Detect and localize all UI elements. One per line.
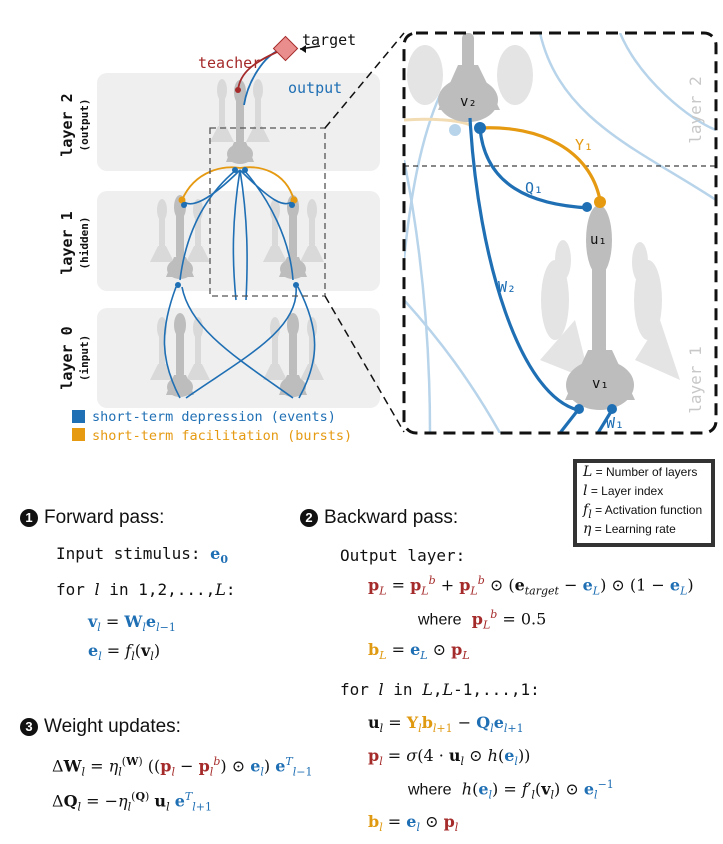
- forward-input-line: Input stimulus: e0: [56, 544, 228, 567]
- Q1-connection: [478, 127, 591, 210]
- v2-neuron: [438, 33, 500, 122]
- zoom-panel: v₂ layer 2 layer 1 u₁ v₁ Y₁ Q₁: [402, 31, 718, 435]
- svg-text:(input): (input): [78, 335, 91, 381]
- zoom-region: [209, 127, 326, 297]
- legend-row-eta: η = Learning rate: [583, 521, 676, 537]
- layer-0-label: layer 0 (input): [58, 326, 91, 389]
- symbols-legend: L = Number of layers l = Layer index fl …: [573, 459, 715, 547]
- weight-updates-heading: 3 Weight updates:: [20, 716, 181, 738]
- layer-2-label: layer 2 (output): [58, 93, 91, 156]
- legend-row-l: l = Layer index: [583, 483, 664, 499]
- backward-pass-heading: 2 Backward pass:: [300, 507, 458, 529]
- backward-eq-pL: pL = pLb + pLb ⊙ (etarget − eL) ⊙ (1 − e…: [368, 574, 694, 598]
- backward-eq-b: bl = el ⊙ pl: [368, 812, 459, 835]
- W2-connection: [468, 117, 579, 412]
- Q1-label: Q₁: [525, 179, 543, 197]
- output-layer-label: Output layer:: [340, 546, 466, 565]
- teacher-connection: [237, 51, 278, 91]
- u1-label: u₁: [590, 232, 607, 248]
- target-label: target: [302, 31, 356, 49]
- forward-pass-heading: 1 Forward pass:: [20, 507, 164, 529]
- zoom-layer2-label: layer 2: [686, 76, 705, 143]
- svg-text:layer 2: layer 2: [58, 93, 76, 156]
- layer-1-label: layer 1 (hidden): [58, 211, 91, 274]
- network-diagram: layer 2 (output) layer 1 (hidden) layer …: [58, 31, 718, 444]
- v1-neuron: [565, 205, 635, 410]
- output-label: output: [288, 79, 342, 97]
- svg-text:(output): (output): [78, 99, 91, 152]
- backward-where-pb: where pLb = 0.5: [418, 608, 547, 632]
- teacher-label: teacher: [198, 54, 261, 72]
- zoom-layer1-label: layer 1: [686, 346, 705, 413]
- backward-eq-bL: bL = eL ⊙ pL: [368, 640, 470, 663]
- Y1-label: Y₁: [575, 136, 593, 154]
- facilitation-legend: short-term facilitation (bursts): [92, 428, 352, 444]
- legend-row-f: fl = Activation function: [583, 502, 703, 521]
- Y1-connection: [479, 126, 602, 201]
- backward-eq-p: pl = σ(4 · ul ⊙ h(el)): [368, 746, 531, 769]
- forward-eq-v: vl = Wlel−1: [88, 612, 176, 635]
- facilitation-swatch: [72, 428, 85, 441]
- backward-for-line: for l in L,L-1,...,1:: [340, 680, 540, 699]
- layer-1-background: [97, 191, 380, 291]
- backward-eq-u: ul = Ylbl+1 − Qlel+1: [368, 713, 524, 736]
- target-diamond: [272, 35, 299, 62]
- legend-row-L: L = Number of layers: [583, 464, 698, 480]
- svg-text:(hidden): (hidden): [78, 217, 91, 270]
- depression-swatch: [72, 410, 85, 423]
- facilitation-connection: [181, 166, 295, 201]
- forward-for-line: for l in 1,2,...,L:: [56, 580, 236, 599]
- weight-eq-Q: ΔQl = −ηl(Q) ul eTl+1: [52, 790, 212, 814]
- W2-label: W₂: [498, 278, 516, 296]
- W1-label: W₁: [606, 414, 624, 432]
- weight-eq-W: ΔWl = ηl(W) ((pl − plb) ⊙ el) eTl−1: [52, 755, 313, 779]
- svg-text:layer 1: layer 1: [58, 211, 76, 274]
- svg-text:layer 0: layer 0: [58, 326, 76, 389]
- forward-eq-e: el = fl(vl): [88, 641, 161, 664]
- v1-label: v₁: [592, 376, 609, 392]
- v2-label: v₂: [460, 94, 477, 110]
- depression-legend: short-term depression (events): [92, 409, 336, 425]
- backward-where-h: where h(el) = f′l(vl) ⊙ el−1: [408, 778, 614, 802]
- input-hidden-connections: [163, 286, 316, 399]
